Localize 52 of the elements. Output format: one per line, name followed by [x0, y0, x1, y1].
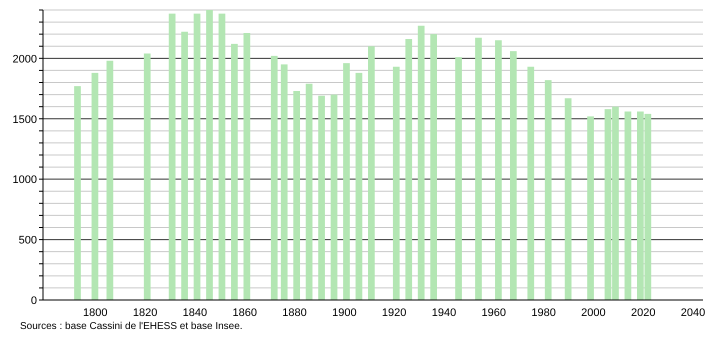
x-tick-label: 1960: [482, 306, 506, 319]
bar: [368, 46, 375, 300]
bar: [544, 80, 552, 300]
x-tick-label: 1880: [282, 306, 307, 319]
bar: [330, 94, 338, 300]
bar: [527, 66, 534, 300]
bar: [430, 34, 438, 300]
x-tick-label: 1920: [382, 306, 406, 319]
bar: [280, 64, 288, 300]
x-tick-label: 2020: [630, 306, 656, 319]
bar: [243, 32, 250, 300]
y-tick-label: 1500: [12, 114, 37, 126]
bar: [206, 10, 213, 300]
x-tick-label: 1860: [232, 306, 257, 319]
y-tick-label: 0: [30, 295, 37, 307]
x-tick-label: 2040: [680, 306, 706, 319]
bar: [218, 14, 226, 300]
bar: [270, 56, 278, 300]
x-tick-label: 1800: [83, 306, 108, 319]
bar: [624, 112, 632, 300]
bar: [106, 60, 114, 300]
bar: [231, 44, 238, 300]
bar: [343, 63, 350, 300]
bar: [418, 26, 425, 300]
x-tick-label: 1940: [432, 306, 456, 319]
bar: [475, 38, 482, 300]
bar: [455, 57, 462, 300]
bar: [144, 54, 151, 300]
bar: [405, 39, 412, 300]
x-tick-label: 1980: [531, 306, 556, 319]
bar: [181, 32, 188, 300]
bar: [74, 86, 81, 300]
bar: [293, 90, 300, 300]
bar: [356, 72, 362, 300]
bar: [564, 98, 572, 300]
bar: [587, 116, 594, 300]
bar: [306, 84, 312, 300]
x-tick-label: 1820: [132, 306, 158, 319]
bar: [92, 72, 98, 300]
bar: [495, 40, 502, 300]
bar: [318, 96, 325, 300]
bar: [168, 14, 176, 300]
y-tick-label: 1000: [12, 174, 37, 186]
x-tick-label: 2000: [581, 306, 606, 319]
y-tick-label: 2000: [12, 53, 37, 66]
source-note: Sources : base Cassini de l'EHESS et base Insee.: [20, 321, 243, 332]
bar: [510, 51, 517, 300]
y-tick-label: 500: [18, 234, 37, 247]
x-tick-label: 1840: [182, 306, 208, 319]
x-tick-label: 1900: [332, 306, 357, 319]
bar: [194, 14, 200, 300]
bar: [392, 66, 400, 300]
